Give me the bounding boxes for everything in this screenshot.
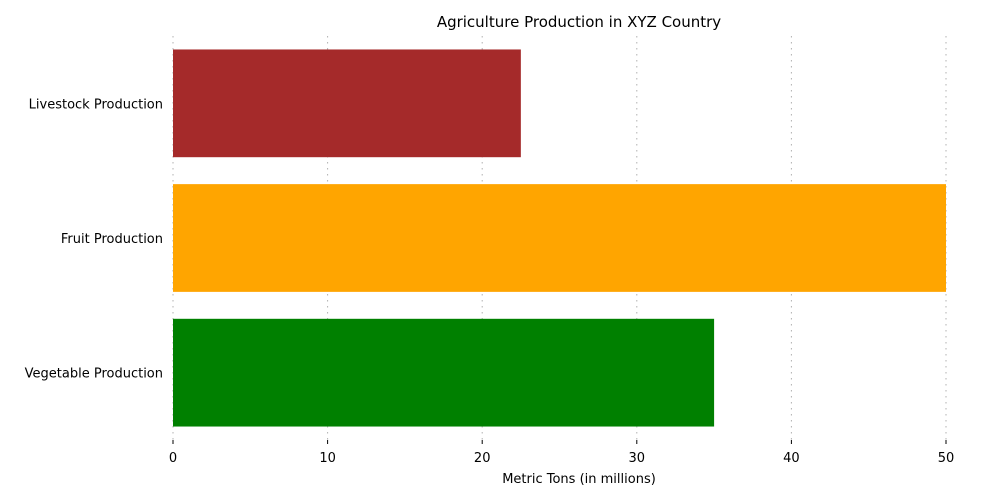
x-tick-label-20: 20 — [474, 451, 491, 466]
bar-livestock-production — [173, 49, 521, 158]
x-tick-label-10: 10 — [319, 451, 336, 466]
bar-vegetable-production — [173, 318, 715, 427]
category-labels: Livestock Production Fruit Production Vege… — [25, 97, 163, 381]
category-label-livestock-production: Livestock Production — [29, 97, 163, 112]
x-tick-label-0: 0 — [169, 451, 177, 466]
x-axis-label: Metric Tons (in millions) — [502, 472, 656, 487]
x-ticks: 0 10 20 30 40 50 — [169, 440, 954, 466]
bars — [173, 49, 946, 427]
x-tick-label-40: 40 — [783, 451, 800, 466]
chart-title: Agriculture Production in XYZ Country — [437, 13, 721, 31]
category-label-vegetable-production: Vegetable Production — [25, 367, 163, 382]
category-label-fruit-production: Fruit Production — [61, 232, 163, 247]
x-tick-label-50: 50 — [938, 451, 955, 466]
x-tick-label-30: 30 — [629, 451, 646, 466]
bar-fruit-production — [173, 184, 946, 292]
